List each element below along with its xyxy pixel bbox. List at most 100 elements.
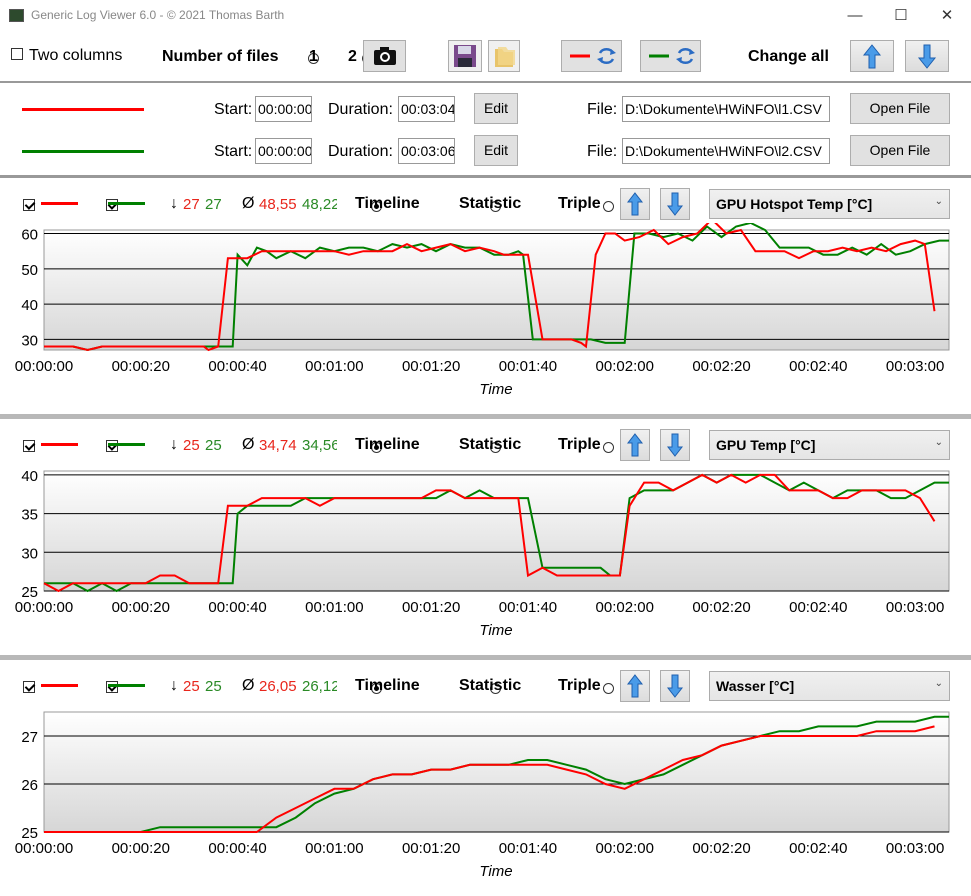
y-tick-label: 30	[21, 332, 38, 349]
y-tick-label: 27	[21, 729, 38, 746]
arrow-down-icon	[666, 674, 684, 698]
green-series-line	[108, 202, 145, 205]
mode-statistic-radio[interactable]	[489, 201, 501, 212]
move-down-button[interactable]	[660, 670, 690, 702]
x-tick-label: 00:00:40	[208, 358, 266, 375]
x-tick-label: 00:01:00	[305, 599, 363, 616]
swap-green-button[interactable]	[640, 40, 701, 72]
mode-timeline-label: Timeline	[355, 677, 420, 694]
mode-triple-radio[interactable]	[602, 442, 614, 453]
mode-timeline-label: Timeline	[355, 195, 420, 212]
x-tick-label: 00:00:00	[15, 358, 73, 375]
green-series-checkbox[interactable]	[106, 199, 119, 211]
two-columns-checkbox[interactable]	[11, 48, 23, 60]
line-chart: 30 40 50 60 00:00:00 00:00:20 00:00:40 00:01:00…	[15, 223, 950, 398]
file2-color-line	[22, 150, 144, 153]
move-up-button[interactable]	[620, 670, 650, 702]
x-tick-label: 00:02:00	[596, 840, 654, 857]
y-tick-label: 35	[21, 507, 38, 524]
min-red-value: 27	[183, 196, 200, 213]
mode-statistic-label: Statistic	[459, 677, 522, 694]
x-axis-label: Time	[479, 381, 512, 398]
sensor-select[interactable]: Wasser [°C] ⌄	[709, 671, 950, 701]
red-series-line	[41, 443, 78, 446]
file2-edit-button[interactable]: Edit	[474, 135, 518, 166]
y-tick-label: 26	[21, 777, 38, 794]
file2-open-button[interactable]: Open File	[850, 135, 950, 166]
maximize-button[interactable]: ☐	[894, 7, 908, 24]
green-series-checkbox[interactable]	[106, 681, 119, 693]
x-tick-label: 00:01:40	[499, 840, 557, 857]
file1-edit-button[interactable]: Edit	[474, 93, 518, 124]
change-all-down-button[interactable]	[905, 40, 949, 72]
min-red-value: 25	[183, 437, 200, 454]
green-series-line	[108, 443, 145, 446]
move-down-button[interactable]	[660, 188, 690, 220]
red-series-checkbox[interactable]	[23, 681, 35, 693]
mode-triple-radio[interactable]	[602, 201, 614, 212]
file1-open-button[interactable]: Open File	[850, 93, 950, 124]
green-series-checkbox[interactable]	[106, 440, 119, 452]
x-tick-label: 00:02:40	[789, 599, 847, 616]
move-down-button[interactable]	[660, 429, 690, 461]
mode-statistic-radio[interactable]	[489, 683, 501, 694]
x-tick-label: 00:00:20	[112, 599, 170, 616]
green-series-line	[44, 715, 949, 833]
arrow-up-icon	[862, 44, 882, 69]
file2-duration-input[interactable]: 00:03:06	[398, 138, 455, 164]
minimize-button[interactable]: —	[847, 7, 863, 24]
y-tick-label: 60	[21, 227, 38, 244]
plot-area	[43, 470, 950, 592]
mode-timeline-radio[interactable]	[371, 442, 383, 453]
file1-start-input[interactable]: 00:00:00	[255, 96, 312, 122]
red-series-checkbox[interactable]	[23, 440, 35, 452]
x-tick-label: 00:00:40	[208, 840, 266, 857]
swap-red-button[interactable]	[561, 40, 622, 72]
open-folder-button[interactable]	[488, 40, 520, 72]
save-button[interactable]	[448, 40, 482, 72]
change-all-up-button[interactable]	[850, 40, 894, 72]
sensor-select[interactable]: GPU Hotspot Temp [°C] ⌄	[709, 189, 950, 219]
x-tick-label: 00:02:00	[596, 599, 654, 616]
files-radio-1[interactable]	[308, 53, 320, 64]
x-tick-label: 00:03:00	[886, 599, 944, 616]
close-button[interactable]: ✕	[940, 7, 954, 24]
chart-panel-gpu-temp: ↓ 25 25 Ø 34,74 34,56 Timeline Statistic…	[0, 419, 971, 655]
arrow-down-icon	[917, 44, 937, 69]
x-tick-label: 00:02:40	[789, 358, 847, 375]
move-up-button[interactable]	[620, 188, 650, 220]
sensor-select-value: Wasser [°C]	[716, 678, 795, 694]
mode-statistic-radio[interactable]	[489, 442, 501, 453]
red-series-checkbox[interactable]	[23, 199, 35, 211]
files-radio-2-label: 2	[348, 48, 357, 65]
file-section: Start: 00:00:00 Duration: 00:03:04 Edit …	[0, 83, 971, 178]
mode-timeline-radio[interactable]	[371, 201, 383, 212]
avg-symbol: Ø	[242, 195, 255, 212]
chevron-down-icon: ⌄	[934, 437, 943, 448]
file2-path-input[interactable]: D:\Dokumente\HWiNFO\l2.CSV	[622, 138, 830, 164]
sensor-select[interactable]: GPU Temp [°C] ⌄	[709, 430, 950, 460]
file1-duration-input[interactable]: 00:03:04	[398, 96, 455, 122]
mode-triple-radio[interactable]	[602, 683, 614, 694]
move-up-button[interactable]	[620, 429, 650, 461]
mode-timeline-radio[interactable]	[371, 683, 383, 694]
file1-file-label: File:	[587, 101, 618, 118]
avg-red-value: 26,05	[259, 678, 297, 695]
arrow-down-icon	[666, 192, 684, 216]
file2-duration-label: Duration:	[328, 143, 393, 160]
panel-separator	[0, 414, 971, 419]
avg-green-value: 48,22	[302, 196, 337, 213]
red-series-line	[44, 223, 936, 352]
y-tick-label: 50	[21, 262, 38, 279]
min-green-value: 25	[205, 437, 222, 454]
screenshot-button[interactable]	[363, 40, 406, 72]
file2-start-input[interactable]: 00:00:00	[255, 138, 312, 164]
file2-start-label: Start:	[214, 143, 253, 160]
file1-path-input[interactable]: D:\Dokumente\HWiNFO\l1.CSV	[622, 96, 830, 122]
change-all-label: Change all	[748, 48, 829, 65]
files-radio-1-label: 1	[309, 48, 318, 65]
arrow-up-icon	[626, 674, 644, 698]
avg-symbol: Ø	[242, 436, 255, 453]
x-axis-label: Time	[479, 622, 512, 639]
sensor-select-value: GPU Hotspot Temp [°C]	[716, 196, 873, 212]
